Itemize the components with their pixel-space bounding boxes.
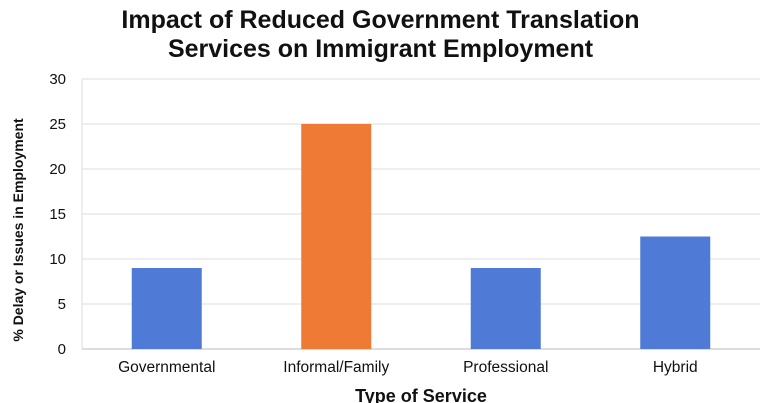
y-tick-label: 20: [49, 161, 66, 178]
y-tick-label: 30: [49, 71, 66, 88]
bar: [131, 268, 202, 349]
y-tick-label: 25: [49, 116, 66, 133]
y-tick-label: 15: [49, 206, 66, 223]
y-tick-label: 0: [58, 341, 66, 358]
bar: [640, 236, 711, 349]
bar: [301, 124, 372, 349]
chart-title-line-1: Impact of Reduced Government Translation: [121, 6, 640, 34]
x-tick-labels: Governmental Informal/Family Professional H…: [118, 359, 698, 376]
x-tick-label: Informal/Family: [283, 359, 389, 376]
chart-title-line-2: Services on Immigrant Employment: [167, 35, 594, 63]
chart-title: Impact of Reduced Government Translation…: [0, 6, 761, 64]
y-axis-title: % Delay or Issues in Employment: [10, 118, 26, 342]
x-axis-title: Type of Service: [355, 386, 487, 403]
y-tick-labels: 0 5 10 15 20 25 30: [49, 71, 66, 358]
bars: [131, 124, 711, 349]
y-tick-label: 10: [49, 251, 66, 268]
x-tick-label: Governmental: [118, 359, 215, 376]
x-tick-label: Hybrid: [653, 359, 698, 376]
y-tick-label: 5: [58, 296, 66, 313]
bar: [470, 268, 541, 349]
x-tick-label: Professional: [463, 359, 548, 376]
